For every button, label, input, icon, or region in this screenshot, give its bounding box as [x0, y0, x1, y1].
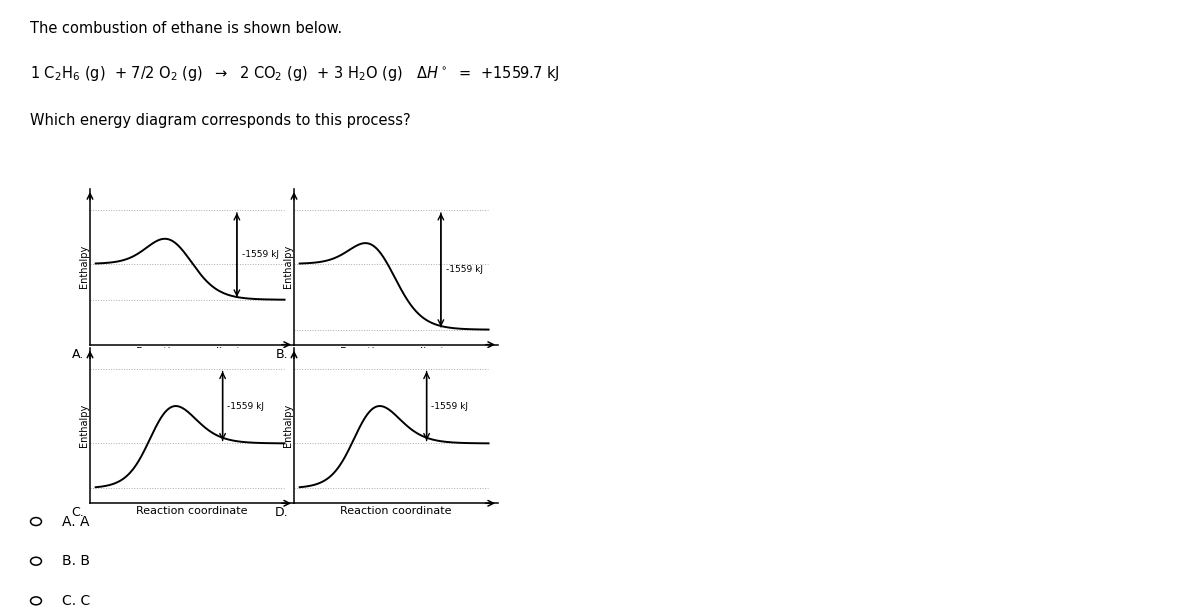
Text: The combustion of ethane is shown below.: The combustion of ethane is shown below. [30, 21, 342, 37]
X-axis label: Reaction coordinate: Reaction coordinate [341, 348, 451, 357]
Text: -1559 kJ: -1559 kJ [227, 401, 264, 411]
Text: C.: C. [71, 506, 84, 519]
Text: B. B: B. B [62, 554, 90, 568]
Text: A.: A. [72, 348, 84, 361]
Y-axis label: Enthalpy: Enthalpy [283, 404, 293, 447]
X-axis label: Reaction coordinate: Reaction coordinate [137, 506, 247, 516]
Text: D.: D. [275, 506, 288, 519]
X-axis label: Reaction coordinate: Reaction coordinate [137, 348, 247, 357]
Text: Which energy diagram corresponds to this process?: Which energy diagram corresponds to this… [30, 113, 410, 128]
Y-axis label: Enthalpy: Enthalpy [79, 245, 89, 289]
Text: -1559 kJ: -1559 kJ [431, 401, 468, 411]
Text: -1559 kJ: -1559 kJ [445, 265, 482, 275]
Text: -1559 kJ: -1559 kJ [241, 251, 278, 259]
X-axis label: Reaction coordinate: Reaction coordinate [341, 506, 451, 516]
Y-axis label: Enthalpy: Enthalpy [283, 245, 293, 289]
Text: B.: B. [275, 348, 288, 361]
Text: 1 C$_2$H$_6$ (g)  + 7/2 O$_2$ (g)  $\rightarrow$  2 CO$_2$ (g)  + 3 H$_2$O (g)  : 1 C$_2$H$_6$ (g) + 7/2 O$_2$ (g) $\right… [30, 64, 559, 83]
Text: A. A: A. A [62, 515, 90, 528]
Text: C. C: C. C [62, 594, 91, 608]
Y-axis label: Enthalpy: Enthalpy [79, 404, 89, 447]
